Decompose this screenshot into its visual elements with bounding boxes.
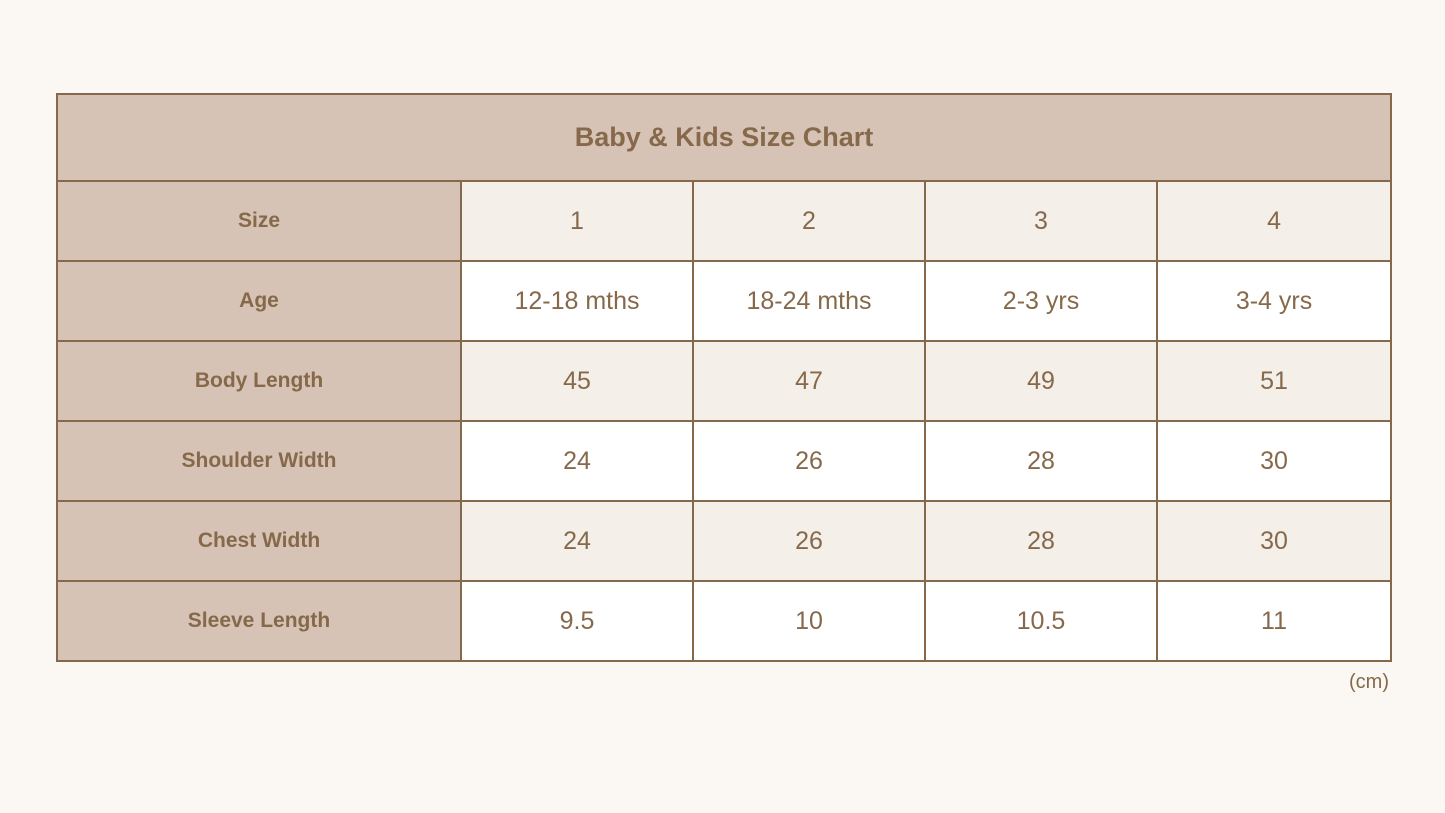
table-title: Baby & Kids Size Chart [55, 93, 1393, 182]
table-cell: 30 [1155, 420, 1393, 502]
table-cell: 24 [460, 420, 694, 502]
table-row-sleeve-length: Sleeve Length 9.5 10 10.5 11 [56, 580, 1393, 662]
table-cell: 26 [692, 420, 926, 502]
table-cell: 10.5 [924, 580, 1158, 662]
row-label-body-length: Body Length [56, 340, 462, 422]
table-cell: 18-24 mths [692, 260, 926, 342]
table-row-body-length: Body Length 45 47 49 51 [56, 340, 1393, 422]
table-row-shoulder-width: Shoulder Width 24 26 28 30 [56, 420, 1393, 502]
table-cell: 2 [692, 180, 926, 262]
row-label-size: Size [56, 180, 462, 262]
table-cell: 2-3 yrs [924, 260, 1158, 342]
table-row-size: Size 1 2 3 4 [56, 180, 1393, 262]
table-cell: 51 [1155, 340, 1393, 422]
unit-note: (cm) [1349, 671, 1389, 693]
table-cell: 12-18 mths [460, 260, 694, 342]
table-cell: 1 [460, 180, 694, 262]
table-cell: 30 [1155, 500, 1393, 582]
table-cell: 3-4 yrs [1155, 260, 1393, 342]
table-row-age: Age 12-18 mths 18-24 mths 2-3 yrs 3-4 yr… [56, 260, 1393, 342]
row-label-sleeve-length: Sleeve Length [56, 580, 462, 662]
table-cell: 9.5 [460, 580, 694, 662]
table-cell: 49 [924, 340, 1158, 422]
table-cell: 11 [1155, 580, 1393, 662]
table-cell: 28 [924, 500, 1158, 582]
table-cell: 3 [924, 180, 1158, 262]
table-cell: 4 [1155, 180, 1393, 262]
row-label-shoulder-width: Shoulder Width [56, 420, 462, 502]
table-cell: 45 [460, 340, 694, 422]
table-row-chest-width: Chest Width 24 26 28 30 [56, 500, 1393, 582]
row-label-age: Age [56, 260, 462, 342]
row-label-chest-width: Chest Width [56, 500, 462, 582]
table-cell: 28 [924, 420, 1158, 502]
table-cell: 47 [692, 340, 926, 422]
table-cell: 24 [460, 500, 694, 582]
table-cell: 26 [692, 500, 926, 582]
table-cell: 10 [692, 580, 926, 662]
size-chart-table: Baby & Kids Size Chart Size 1 2 3 4 Age … [55, 93, 1393, 662]
